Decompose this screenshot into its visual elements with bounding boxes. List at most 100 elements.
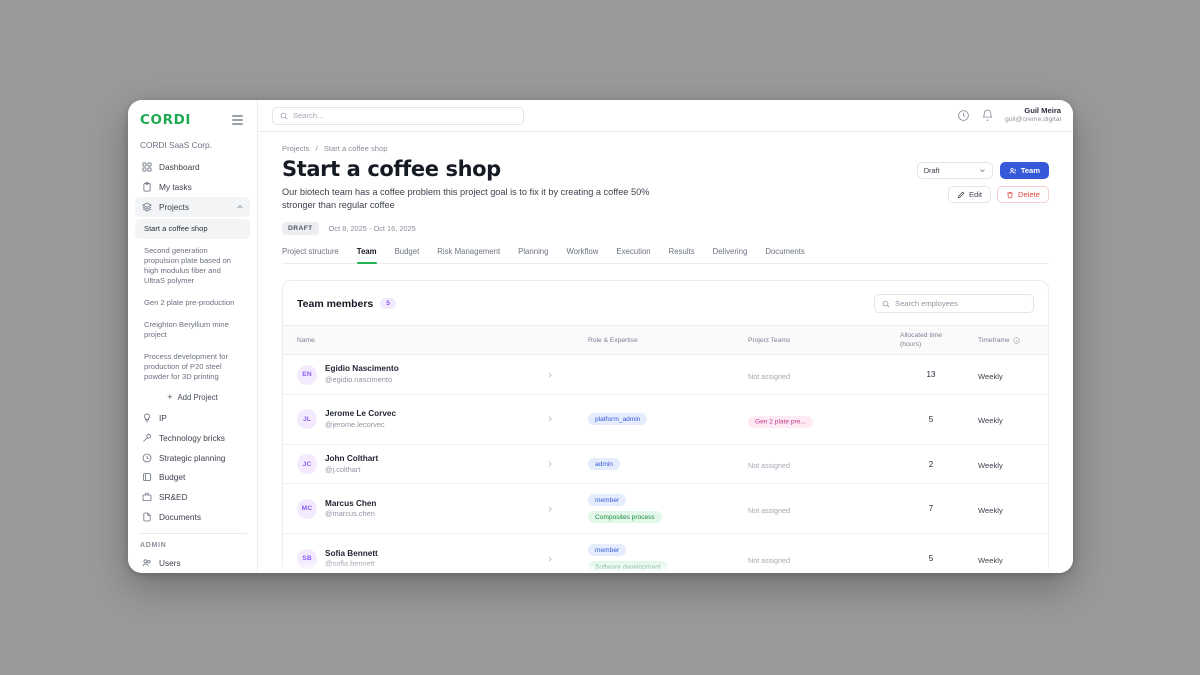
cell-role: admin [580,444,740,485]
tab-planning[interactable]: Planning [518,247,549,257]
cell-expand[interactable] [538,394,580,445]
chevron-right-icon[interactable] [546,371,572,379]
pencil-icon [957,191,965,198]
sidebar-item-my-tasks[interactable]: My tasks [135,177,250,197]
app-logo[interactable]: CORDI [140,112,192,128]
avatar: JL [297,409,317,430]
sidebar-item-sred[interactable]: SR&ED [135,487,250,507]
column-hourly-cost: Hourly Cost [1042,325,1048,356]
cell-timeframe: Weekly [970,354,1042,395]
not-assigned-label: Not assigned [748,461,790,471]
add-project-button[interactable]: + Add Project [135,391,250,402]
cell-allocated: 13 [892,354,970,395]
cell-cost: 0.00 $/hr [1042,444,1048,485]
chevron-right-icon[interactable] [546,415,572,423]
chevron-right-icon[interactable] [546,505,572,513]
search-employees-input[interactable]: Search employees [874,294,1034,314]
secondary-actions: Edit Delete [947,186,1049,203]
sidebar-item-budget[interactable]: Budget [135,468,250,488]
main-area: Search... Guil Meira guil@creme.digital [258,100,1073,573]
table-row[interactable]: JL Jerome Le Corvec @jerome.lecorvec [283,394,1048,445]
cell-timeframe: Weekly [970,394,1042,445]
tab-documents[interactable]: Documents [765,247,805,257]
sidebar-item-label: Dashboard [159,161,200,172]
tab-budget[interactable]: Budget [394,247,420,257]
sidebar-item-technology-bricks[interactable]: Technology bricks [135,428,250,448]
plus-icon: + [167,391,173,402]
not-assigned-label: Not assigned [748,505,790,515]
table-row[interactable]: SB Sofia Bennett @sofia.bennett [283,534,1048,573]
sidebar-item-projects[interactable]: Projects [135,196,250,217]
sidebar-item-users[interactable]: Users [135,553,250,573]
sidebar-divider [138,533,247,535]
cell-cost: 89 $/hr Default: $89.00 [1042,534,1048,573]
allocated-value: 2 [928,459,934,469]
table-row[interactable]: JC John Colthart @j.colthart [283,444,1048,485]
global-search-placeholder: Search... [293,111,324,120]
tab-team[interactable]: Team [356,247,377,265]
sidebar-project-1[interactable]: Second generation propulsion plate based… [144,245,231,285]
clipboard-icon [141,181,152,192]
user-menu[interactable]: Guil Meira guil@creme.digital [1005,106,1061,124]
project-tabs: Project structure Team Budget Risk Manag… [282,247,1049,265]
tab-execution[interactable]: Execution [616,247,651,257]
team-members-card: Team members 5 Search employees Name [282,280,1049,573]
sidebar-item-label: Projects [159,201,189,212]
cell-allocated: 5 [892,394,970,445]
expertise-chip: Software development [588,561,668,573]
sidebar-project-3[interactable]: Creighton Beryllium mine project [144,319,229,339]
sidebar-item-dashboard[interactable]: Dashboard [135,157,250,177]
tab-risk-management[interactable]: Risk Management [437,247,501,257]
avatar: SB [297,548,317,569]
edit-button[interactable]: Edit [947,186,992,203]
sidebar-item-ip[interactable]: IP [135,408,250,428]
sidebar-item-label: My tasks [159,181,192,192]
role-chip: platform_admin [588,413,648,426]
role-chip: admin [588,458,620,471]
team-card-title: Team members [297,297,374,310]
trash-icon [1007,191,1013,198]
tab-project-structure[interactable]: Project structure [282,247,339,257]
chevron-right-icon[interactable] [546,460,572,468]
table-row[interactable]: EN Egidio Nascimento @egidio.nascimento [283,354,1048,395]
clock-icon[interactable] [957,109,970,122]
tab-workflow[interactable]: Workflow [566,247,599,257]
project-date-range: Oct 8, 2025 - Oct 16, 2025 [328,224,416,234]
delete-button[interactable]: Delete [997,186,1049,203]
sidebar-project-4[interactable]: Process development for production of P2… [144,351,228,381]
avatar: JC [297,454,317,475]
lightbulb-icon [141,412,152,423]
cell-role [580,354,740,395]
cell-teams: Not assigned [740,354,892,395]
timeframe-value: Weekly [978,555,1003,565]
app-window: CORDI CORDI SaaS Corp. Dashboard My task… [128,100,1073,573]
breadcrumb-parent[interactable]: Projects [282,144,310,153]
team-button[interactable]: Team [999,162,1049,179]
tab-results[interactable]: Results [668,247,695,257]
column-timeframe-label: Timeframe [978,336,1010,344]
hamburger-icon[interactable] [230,113,245,126]
cell-teams: Gen 2 plate pre... [740,394,892,445]
sidebar-item-documents[interactable]: Documents [135,507,250,527]
tab-delivering[interactable]: Delivering [712,247,748,257]
not-assigned-label: Not assigned [748,371,790,381]
sidebar-project-2[interactable]: Gen 2 plate pre-production [144,297,235,307]
org-name: CORDI SaaS Corp. [140,140,212,150]
status-select[interactable]: Draft [916,162,993,179]
table-row[interactable]: MC Marcus Chen @marcus.chen [283,483,1048,535]
bell-icon[interactable] [981,109,994,122]
cell-expand[interactable] [538,354,580,395]
cell-allocated: 5 [892,534,970,573]
sidebar-item-strategic-planning[interactable]: Strategic planning [135,448,250,468]
cell-name: MC Marcus Chen @marcus.chen [283,483,538,535]
cell-name: JL Jerome Le Corvec @jerome.lecorvec [283,394,538,445]
topbar-right: Guil Meira guil@creme.digital [957,106,1061,124]
chevron-right-icon[interactable] [546,555,572,563]
sidebar-item-label: Users [159,558,181,569]
cell-expand[interactable] [538,444,580,485]
cell-expand[interactable] [538,483,580,535]
global-search-input[interactable]: Search... [272,106,524,125]
sidebar-project-0[interactable]: Start a coffee shop [135,218,250,239]
cell-expand[interactable] [538,534,580,573]
not-assigned-label: Not assigned [748,555,790,565]
